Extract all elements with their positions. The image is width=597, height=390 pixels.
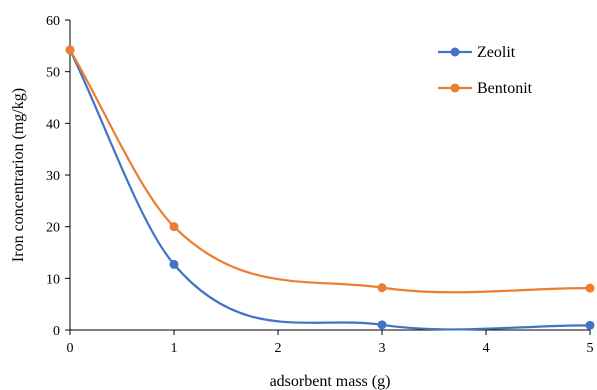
- zeolit-legend-marker: [450, 47, 460, 57]
- zeolit-series-line: [69, 49, 591, 331]
- bentonit-legend-marker: [450, 83, 460, 93]
- y-tick-label: 30: [46, 169, 60, 184]
- y-tick-label: 0: [53, 324, 60, 339]
- zeolit-data-point: [585, 320, 595, 330]
- legend: Zeolit Bentonit: [438, 44, 533, 97]
- bentonit-data-point: [377, 283, 387, 293]
- bentonit-data-point: [585, 283, 595, 293]
- y-tick-label: 60: [46, 14, 60, 29]
- x-tick-label: 1: [171, 341, 178, 356]
- bentonit-legend-label: Bentonit: [477, 80, 533, 97]
- y-axis-title: Iron concentrarion (mg/kg): [10, 88, 27, 262]
- zeolit-data-point: [169, 259, 179, 269]
- y-tick-label: 20: [46, 221, 60, 236]
- zeolit-legend-label: Zeolit: [477, 44, 516, 61]
- x-tick-label: 5: [587, 341, 594, 356]
- bentonit-series-line: [69, 49, 591, 294]
- y-tick-label: 40: [46, 117, 60, 132]
- x-tick-label: 3: [379, 341, 386, 356]
- bentonit-data-point: [169, 222, 179, 232]
- x-axis-title: adsorbent mass (g): [270, 373, 391, 390]
- y-tick-label: 10: [46, 272, 60, 287]
- zeolit-data-point: [377, 320, 387, 330]
- y-tick-label: 50: [46, 66, 60, 81]
- bentonit-data-point: [65, 45, 75, 55]
- x-tick-label: 0: [67, 341, 74, 356]
- x-tick-label: 4: [483, 341, 490, 356]
- series-layer: [65, 45, 595, 331]
- x-tick-label: 2: [275, 341, 282, 356]
